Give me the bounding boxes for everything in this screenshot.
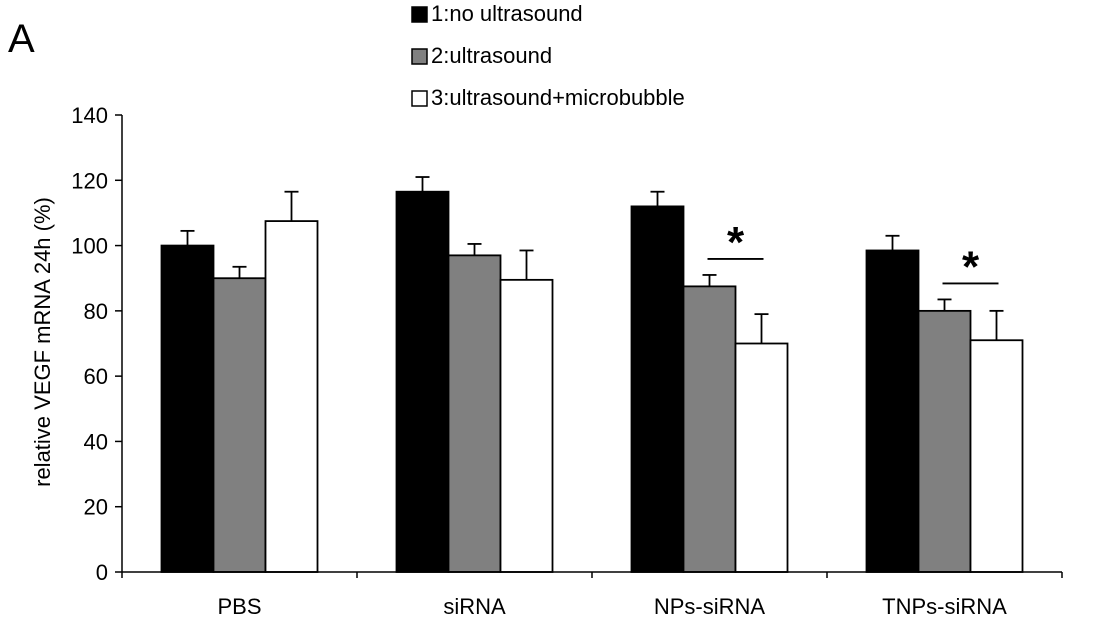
legend-label: 2:ultrasound (431, 43, 552, 68)
y-tick-label: 140 (71, 103, 108, 128)
panel-label: A (8, 17, 35, 61)
bar (212, 277, 267, 573)
bar (917, 309, 972, 573)
y-tick-label: 60 (84, 364, 108, 389)
bar (630, 205, 685, 573)
significance-markers: * * (707, 218, 999, 291)
x-tick-label: PBS (217, 594, 261, 619)
bar (160, 244, 215, 573)
y-axis-label: relative VEGF mRNA 24h (%) (30, 197, 55, 487)
y-tick-label: 80 (84, 299, 108, 324)
x-tick-label: siRNA (443, 594, 506, 619)
bar (395, 190, 450, 573)
bar (969, 339, 1024, 573)
y-tick-label: 20 (84, 495, 108, 520)
legend: 1:no ultrasound 2:ultrasound 3:ultrasound+… (411, 1, 685, 110)
bars (160, 176, 1024, 573)
x-tick-label: NPs-siRNA (654, 594, 766, 619)
y-tick-label: 100 (71, 234, 108, 259)
significance-star: * (727, 218, 745, 267)
bar (682, 285, 737, 573)
y-tick-label: 120 (71, 168, 108, 193)
x-tick-label: TNPs-siRNA (882, 594, 1007, 619)
y-tick-label: 0 (96, 560, 108, 585)
y-tick-label: 40 (84, 429, 108, 454)
y-axis: 0 20 40 60 80 100 120 140 (71, 103, 123, 585)
legend-label: 1:no ultrasound (431, 1, 583, 26)
bar (865, 249, 920, 573)
bar (734, 342, 789, 573)
legend-label: 3:ultrasound+microbubble (431, 85, 685, 110)
legend-swatch (411, 48, 428, 65)
bar (447, 254, 502, 573)
bar (264, 220, 319, 573)
significance-star: * (962, 242, 980, 291)
legend-swatch (411, 90, 428, 107)
x-axis: PBS siRNA NPs-siRNA TNPs-siRNA (121, 571, 1063, 619)
bar (499, 278, 554, 573)
legend-swatch (411, 6, 428, 23)
